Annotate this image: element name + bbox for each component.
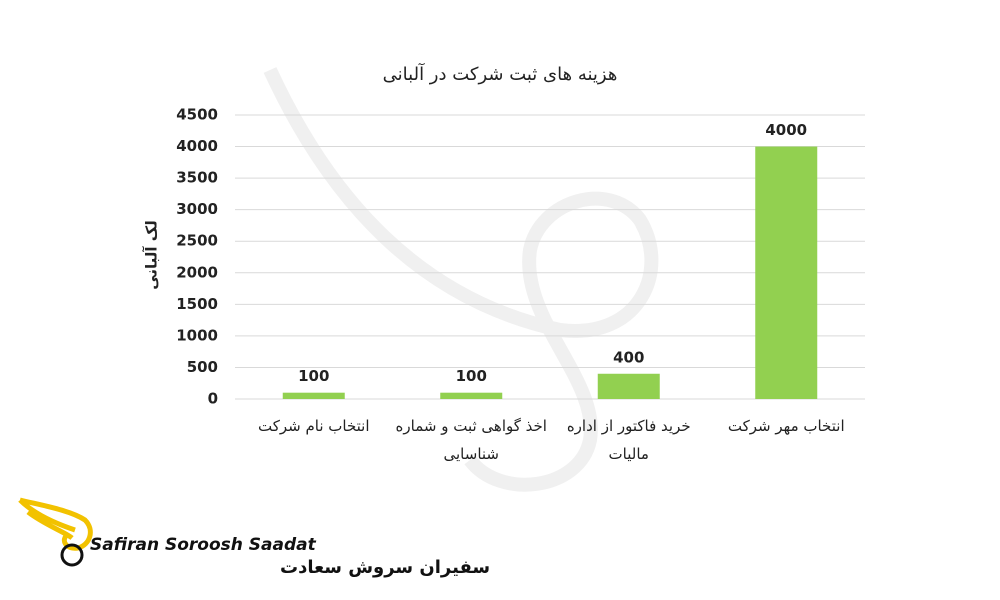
- x-tick-label-box: اخذ گواهی ثبت و شماره شناسایی: [395, 417, 547, 463]
- data-label: 4000: [765, 121, 807, 139]
- bar: [755, 146, 818, 399]
- y-tick-label: 2500: [176, 232, 218, 250]
- bar: [282, 392, 345, 399]
- y-tick-label: 1000: [176, 326, 218, 344]
- x-tick-label-box: انتخاب نام شرکت: [257, 417, 370, 435]
- data-label: 100: [456, 367, 487, 385]
- logo-latin: Safiran Soroosh Saadat: [90, 535, 317, 555]
- logo-ring: [60, 543, 84, 567]
- watermark: [263, 67, 659, 492]
- y-tick-label: 500: [187, 358, 218, 376]
- logo-persian: سفیران سروش سعادت: [280, 557, 490, 578]
- data-label: 100: [298, 367, 329, 385]
- bar: [597, 373, 660, 399]
- y-tick-label: 4000: [176, 137, 218, 155]
- y-tick-label: 1500: [176, 295, 218, 313]
- logo-wing: [18, 497, 93, 551]
- x-tick-label: انتخاب مهر شرکت: [727, 417, 845, 435]
- y-tick-label: 2000: [176, 263, 218, 281]
- x-tick-label: اخذ گواهی ثبت و شماره شناسایی: [395, 417, 547, 463]
- x-tick-label-box: انتخاب مهر شرکت: [727, 417, 845, 435]
- x-tick-label-box: خرید فاکتور از اداره مالیات: [566, 417, 691, 463]
- x-tick-label: انتخاب نام شرکت: [257, 417, 370, 435]
- data-label: 400: [613, 348, 644, 366]
- chart-title: هزینه های ثبت شرکت در آلبانی: [383, 62, 618, 85]
- logo: Safiran Soroosh Saadat سفیران سروش سعادت: [18, 497, 490, 578]
- y-tick-label: 3000: [176, 200, 218, 218]
- y-tick-label: 0: [208, 390, 218, 408]
- y-tick-label: 4500: [176, 106, 218, 124]
- y-tick-label: 3500: [176, 169, 218, 187]
- bar: [440, 392, 503, 399]
- y-axis-label: لک آلبانی: [143, 220, 161, 290]
- x-tick-label: خرید فاکتور از اداره مالیات: [566, 417, 691, 463]
